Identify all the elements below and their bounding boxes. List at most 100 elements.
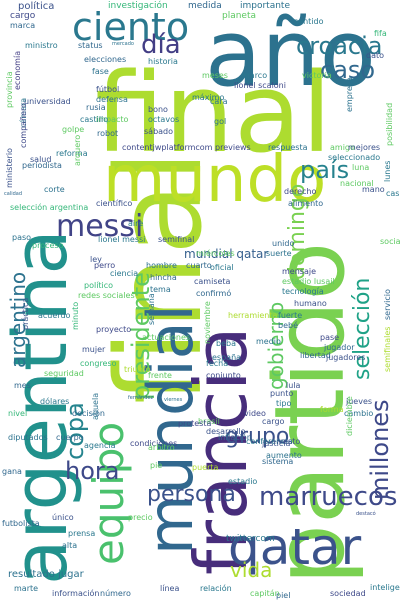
word: derecho (284, 187, 317, 196)
word: brasil (198, 417, 220, 426)
word: decisión (72, 409, 105, 418)
word: gol (214, 117, 227, 126)
word: selección argentina (10, 203, 89, 212)
word: hincha (150, 273, 177, 282)
word: cargo (10, 11, 36, 21)
word: política (18, 1, 55, 12)
word: marruecos (259, 482, 398, 512)
word: qatar (228, 518, 362, 576)
word: españa (212, 353, 242, 362)
word: planeta (222, 11, 257, 21)
word: bono (148, 105, 168, 114)
word: mundo (103, 143, 327, 217)
word: respuesta (268, 143, 308, 152)
word: ministerio (5, 148, 14, 188)
word: único (52, 513, 74, 522)
word: viernes (164, 397, 183, 403)
word: proceso (32, 241, 64, 250)
word: impacto (96, 115, 129, 124)
word: ciencia (110, 269, 139, 278)
word: jugadores (326, 353, 366, 362)
word: conferencia (246, 437, 293, 446)
word: marte (14, 584, 39, 593)
word: oficial (210, 263, 234, 272)
word: tema (150, 285, 171, 294)
word: pie (150, 461, 163, 470)
word: sábado (144, 127, 174, 136)
word: dato (366, 51, 385, 60)
word: árbitro (148, 443, 175, 452)
word: mensaje (282, 267, 316, 276)
word: dólares (40, 397, 70, 406)
word: paso (12, 233, 32, 242)
word: justicia (262, 439, 291, 448)
word: calidad (4, 191, 23, 197)
word: cara (210, 97, 228, 106)
word: fase (92, 67, 109, 76)
word: mejores (348, 143, 381, 152)
word: proyecto (96, 325, 132, 334)
word: gana (2, 467, 22, 476)
word: twittercom (226, 534, 275, 544)
word: semifinal (158, 235, 195, 244)
word: mundial qatar (184, 247, 269, 261)
word: libertad (300, 351, 331, 360)
word: año (205, 0, 376, 107)
word: fifa (374, 29, 387, 38)
word: protesta (178, 419, 212, 428)
word: jueves (346, 397, 373, 406)
word: persona (147, 482, 236, 507)
word: noviembre (203, 301, 212, 344)
word: congreso (80, 359, 117, 368)
word: salud (30, 155, 52, 164)
word: miércoles (196, 249, 235, 258)
word: castillo (80, 115, 109, 124)
word: mujer (82, 345, 106, 354)
word: lula (286, 381, 301, 390)
word: condiciones (130, 439, 178, 448)
word: agencia (84, 441, 116, 450)
word: cargo (262, 417, 285, 426)
word: fútbol (96, 85, 120, 94)
word: fuerte (278, 311, 303, 320)
word: arquero (73, 134, 82, 166)
word: messi (56, 209, 144, 244)
word: periodista (22, 161, 62, 170)
word: reforma (56, 149, 88, 158)
word: ministro (25, 41, 58, 50)
word: sentido (294, 17, 324, 26)
word: meses (202, 71, 228, 80)
word: actuaciones (142, 333, 191, 342)
word: elecciones (84, 55, 127, 64)
word: práctica (21, 297, 30, 330)
word: diciembre (345, 396, 354, 436)
word: línea (160, 584, 180, 593)
word: puerta (192, 463, 219, 472)
word: precio (128, 513, 153, 522)
word: casa (386, 189, 400, 198)
word: seguridad (44, 369, 84, 378)
word: perro (94, 261, 116, 270)
word: estadio lusail (282, 277, 335, 286)
word: universidad (24, 97, 71, 106)
word: marca (10, 21, 36, 30)
word: ciento (72, 5, 190, 49)
word: diputados (8, 433, 48, 442)
word: triunfo (124, 365, 151, 374)
word: suerte (266, 249, 292, 258)
word: futbolista (2, 519, 40, 528)
word: estadio (228, 477, 258, 486)
word: empresa (345, 77, 354, 112)
word: importante (240, 1, 291, 11)
word: lunes (383, 160, 392, 182)
word: economía (13, 50, 22, 90)
word: jugador (324, 343, 355, 352)
word: político (84, 281, 114, 290)
word: status (78, 41, 103, 50)
word: compañero (19, 102, 28, 148)
word: social (380, 237, 400, 246)
word: semana (147, 293, 156, 325)
word: información (52, 589, 100, 598)
word: seleccionado (328, 153, 381, 162)
